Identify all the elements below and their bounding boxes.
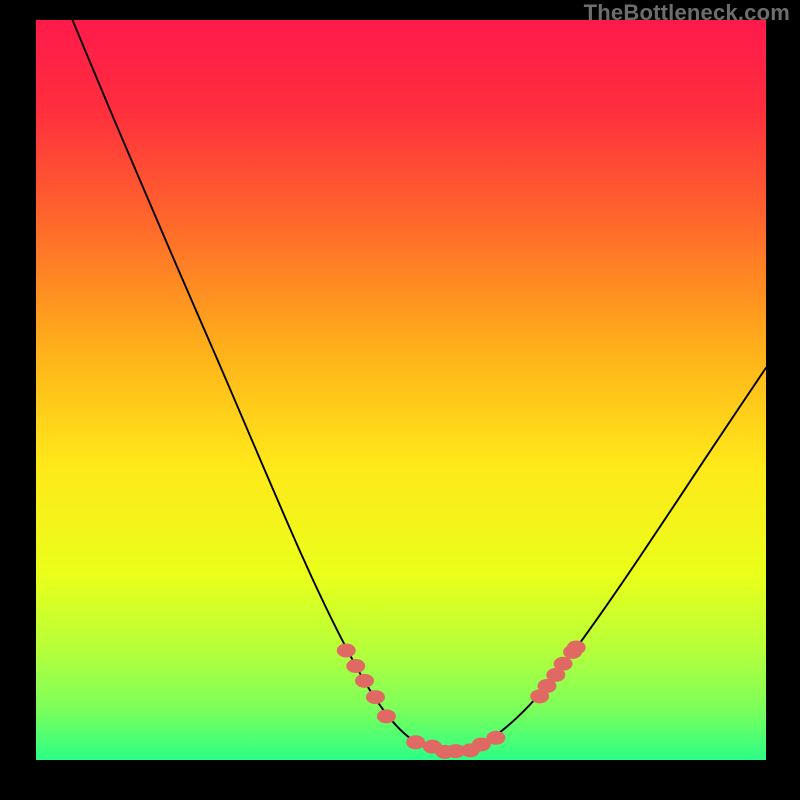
chart-svg (36, 20, 766, 760)
plot-area (36, 20, 766, 760)
watermark-text: TheBottleneck.com (584, 0, 790, 26)
bead-marker (366, 690, 385, 704)
bead-marker (377, 709, 396, 723)
bead-marker (346, 659, 365, 673)
bead-marker (567, 641, 586, 655)
bead-marker (486, 731, 505, 745)
gradient-background (36, 20, 766, 760)
bead-marker (406, 735, 425, 749)
bead-marker (337, 643, 356, 657)
bead-marker (355, 674, 374, 688)
bead-marker (554, 657, 573, 671)
